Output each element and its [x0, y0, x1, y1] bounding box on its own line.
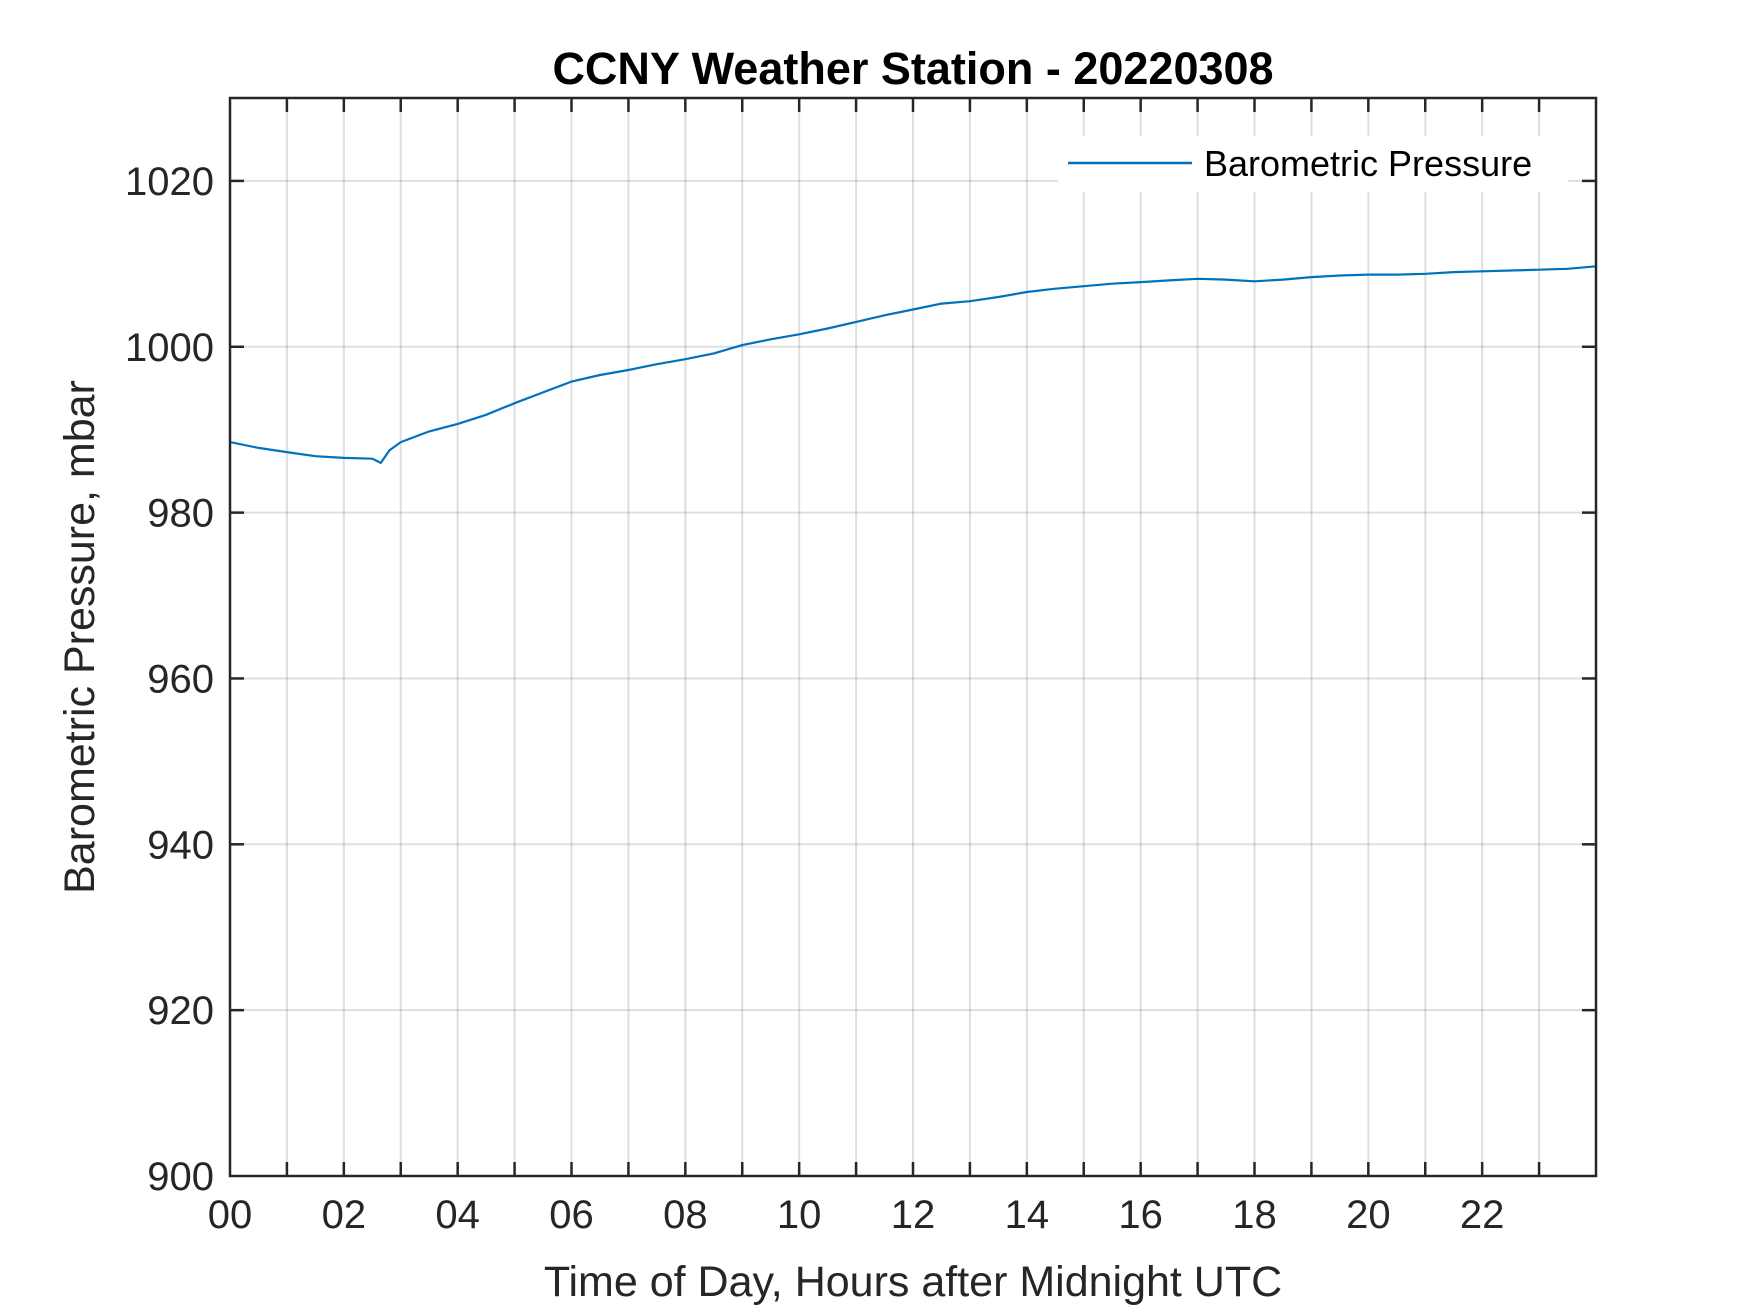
- x-tick-label: 12: [891, 1193, 936, 1237]
- x-tick-label: 06: [549, 1193, 594, 1237]
- grid-lines: [230, 98, 1596, 1176]
- legend-entry-label: Barometric Pressure: [1204, 143, 1532, 184]
- y-tick-label: 920: [147, 989, 214, 1033]
- y-tick-labels: 900 920 940 960 980 1000 1020: [125, 160, 214, 1199]
- tick-marks: [230, 98, 1596, 1176]
- x-tick-label: 02: [322, 1193, 367, 1237]
- x-tick-label: 00: [208, 1193, 253, 1237]
- y-tick-label: 900: [147, 1155, 214, 1199]
- y-tick-label: 1000: [125, 326, 214, 370]
- chart-title: CCNY Weather Station - 20220308: [552, 43, 1273, 94]
- x-tick-label: 10: [777, 1193, 822, 1237]
- y-axis-label: Barometric Pressure, mbar: [56, 380, 104, 894]
- x-tick-label: 22: [1460, 1193, 1505, 1237]
- y-tick-label: 1020: [125, 160, 214, 204]
- y-tick-label: 960: [147, 657, 214, 701]
- x-tick-label: 08: [663, 1193, 708, 1237]
- y-tick-label: 940: [147, 823, 214, 867]
- x-tick-label: 20: [1346, 1193, 1391, 1237]
- x-tick-label: 04: [435, 1193, 480, 1237]
- series-layer: [229, 265, 1597, 464]
- x-axis-label: Time of Day, Hours after Midnight UTC: [544, 1258, 1282, 1306]
- x-tick-label: 14: [1005, 1193, 1050, 1237]
- series-line-barometric-pressure: [229, 265, 1597, 464]
- x-tick-label: 18: [1232, 1193, 1277, 1237]
- x-tick-label: 16: [1118, 1193, 1163, 1237]
- x-tick-labels: 00 02 04 06 08 10 12 14 16 18 20 22: [208, 1193, 1505, 1237]
- legend: Barometric Pressure: [1058, 136, 1568, 192]
- plot-area: [230, 98, 1596, 1176]
- y-tick-label: 980: [147, 492, 214, 536]
